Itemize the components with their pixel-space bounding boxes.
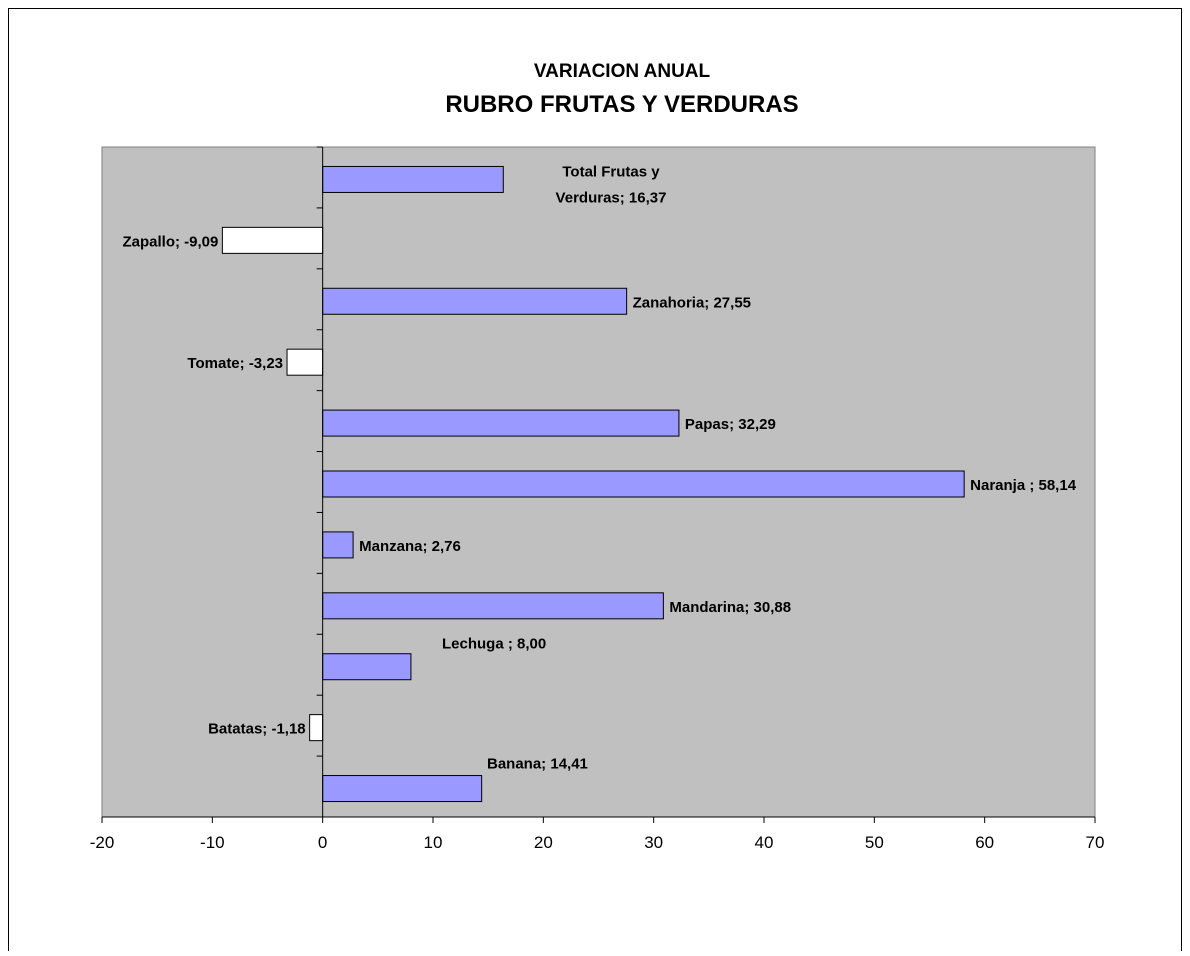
bar-8 <box>322 287 628 315</box>
x-tick-label-4: 20 <box>534 833 553 852</box>
bar-4 <box>322 531 354 559</box>
data-label-5: Naranja ; 58,14 <box>970 477 1077 494</box>
x-tick-label-0: -20 <box>90 833 115 852</box>
chart-title: VARIACION ANUAL <box>534 61 711 82</box>
bar-2 <box>322 653 412 681</box>
bar-3 <box>322 592 664 620</box>
axis-layer: -20 -10 0 10 20 30 40 50 60 70 <box>90 146 1105 852</box>
data-label-10-line-2: Verduras; 16,37 <box>556 189 667 206</box>
x-tick-label-5: 30 <box>644 833 663 852</box>
bar-9 <box>221 226 324 254</box>
x-tick-label-3: 10 <box>424 833 443 852</box>
x-tick-label-9: 70 <box>1086 833 1105 852</box>
x-tick-label-7: 50 <box>865 833 884 852</box>
data-label-6: Papas; 32,29 <box>685 416 776 433</box>
chart-subtitle: RUBRO FRUTAS Y VERDURAS <box>445 91 798 118</box>
bar-0 <box>322 775 483 803</box>
data-label-9: Zapallo; -9,09 <box>123 233 219 250</box>
data-label-3: Mandarina; 30,88 <box>669 599 791 616</box>
data-labels-layer: Banana; 14,41 Batatas; -1,18 Lechuga ; 8,0… <box>123 163 1077 772</box>
data-label-7: Tomate; -3,23 <box>187 355 283 372</box>
x-tick-label-6: 40 <box>755 833 774 852</box>
bar-1 <box>309 714 324 742</box>
data-label-8: Zanahoria; 27,55 <box>633 294 751 311</box>
data-label-0: Banana; 14,41 <box>487 756 588 773</box>
x-tick-label-1: -10 <box>200 833 225 852</box>
bar-10 <box>322 165 504 193</box>
data-label-4: Manzana; 2,76 <box>359 538 461 555</box>
data-label-2: Lechuga ; 8,00 <box>442 636 546 653</box>
bar-7 <box>286 348 324 376</box>
x-tick-label-8: 60 <box>975 833 994 852</box>
data-label-1: Batatas; -1,18 <box>208 721 306 738</box>
data-label-10-line-1: Total Frutas y <box>562 163 660 180</box>
bar-5 <box>322 470 965 498</box>
bar-6 <box>322 409 680 437</box>
x-tick-label-2: 0 <box>318 833 327 852</box>
bars-layer <box>221 165 965 803</box>
